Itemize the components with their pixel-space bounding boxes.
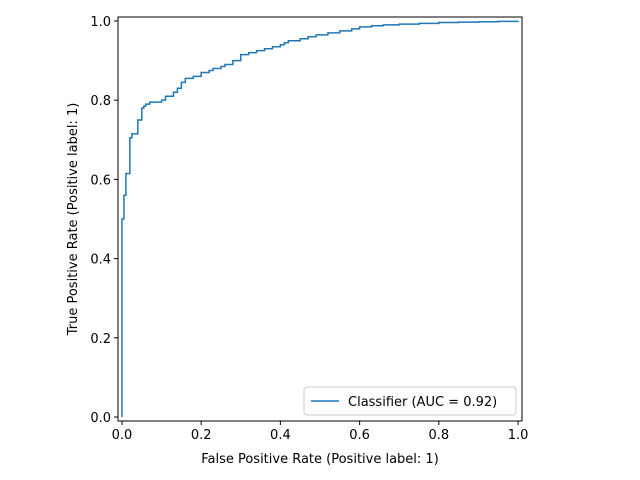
y-tick-label: 0.8 [90, 94, 111, 109]
y-axis-label: True Positive Rate (Positive label: 1) [66, 103, 81, 337]
plot-lines [121, 20, 519, 418]
y-tick-label: 0.2 [90, 332, 111, 347]
y-tick-label: 0.6 [90, 173, 111, 188]
x-tick-label: 0.2 [191, 428, 212, 443]
y-tick-label: 1.0 [90, 15, 111, 30]
x-tick-label: 0.0 [112, 428, 133, 443]
x-tick-label: 0.4 [270, 428, 291, 443]
x-tick-label: 0.6 [349, 428, 370, 443]
x-axis-label: False Positive Rate (Positive label: 1) [201, 452, 439, 467]
x-axis-ticks: 0.0 0.2 0.4 0.6 0.8 1.0 [112, 421, 529, 443]
y-tick-label: 0.4 [90, 253, 111, 268]
series-line-classifier [121, 20, 519, 418]
legend-box [303, 386, 517, 416]
legend: Classifier (AUC = 0.92) [303, 386, 517, 416]
x-tick-label: 1.0 [508, 428, 529, 443]
y-axis-ticks: 0.0 0.2 0.4 0.6 0.8 1.0 [90, 15, 118, 426]
x-tick-label: 0.8 [428, 428, 449, 443]
axes-frame [117, 16, 523, 422]
legend-label-classifier: Classifier (AUC = 0.92) [348, 395, 497, 410]
y-tick-label: 0.0 [90, 411, 111, 426]
